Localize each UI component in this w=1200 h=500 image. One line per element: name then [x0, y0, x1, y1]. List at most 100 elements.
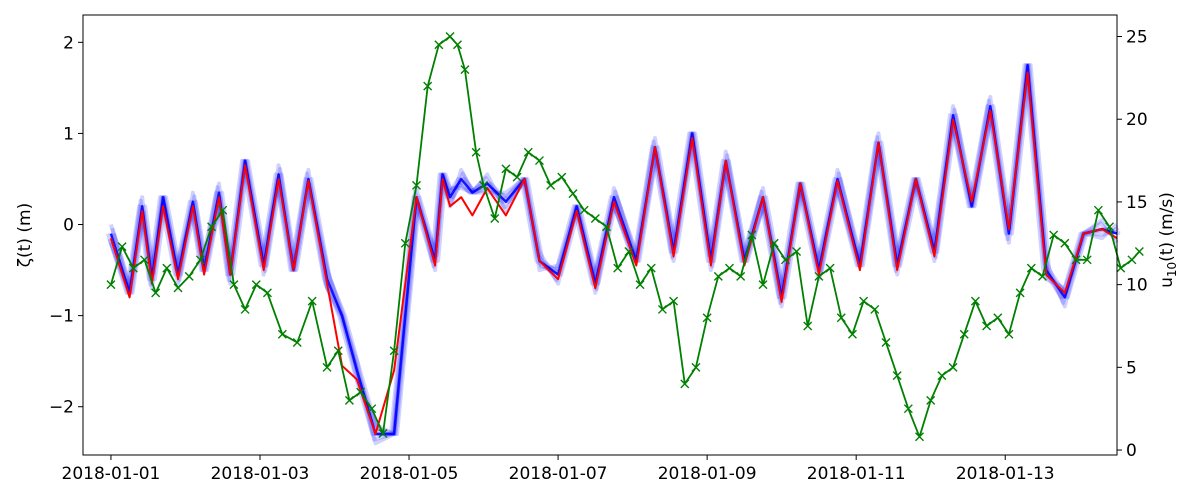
y-right-tick-label: 0: [1126, 441, 1137, 461]
wind-point: [1037, 271, 1047, 281]
y-axis-right-label-sub: 10: [1165, 262, 1179, 277]
wind-point: [747, 230, 757, 240]
wind-point: [590, 213, 600, 223]
wind-point: [1015, 288, 1025, 298]
wind-point: [1116, 263, 1126, 273]
wind-point: [479, 180, 489, 190]
wind-point: [579, 205, 589, 215]
wind-point: [758, 280, 768, 290]
x-tick-label: 2018-01-01: [62, 464, 161, 484]
wind-point: [1105, 222, 1115, 232]
wind-point: [568, 189, 578, 199]
wind-point: [229, 280, 239, 290]
wind-point: [333, 346, 343, 356]
wind-point: [367, 404, 377, 414]
wind-point: [434, 40, 444, 50]
wind-point: [881, 338, 891, 348]
wind-point: [546, 180, 556, 190]
wind-point: [128, 263, 138, 273]
wind-point: [307, 296, 317, 306]
wind-point: [184, 271, 194, 281]
y-right-tick-label: 10: [1126, 276, 1148, 296]
y-axis-left-label: ζ(t) (m): [15, 203, 35, 267]
wind-point: [1004, 329, 1014, 339]
wind-point: [151, 288, 161, 298]
wind-point: [207, 222, 217, 232]
wind-point: [870, 304, 880, 314]
wind-point: [792, 247, 802, 257]
wind-point: [602, 222, 612, 232]
x-tick-label: 2018-01-05: [360, 464, 459, 484]
wind-point: [1071, 255, 1081, 265]
wind-point: [926, 395, 936, 405]
wind-point: [836, 313, 846, 323]
wind-point: [624, 247, 634, 257]
wind-point: [534, 156, 544, 166]
wind-point: [825, 263, 835, 273]
wind-point: [117, 242, 127, 252]
wind-point: [195, 255, 205, 265]
x-tick-label: 2018-01-13: [956, 464, 1055, 484]
wind-point: [1093, 205, 1103, 215]
wind-point: [292, 338, 302, 348]
wind-point: [903, 404, 913, 414]
wind-point: [240, 304, 250, 314]
x-tick-label: 2018-01-09: [658, 464, 757, 484]
wind-point: [713, 271, 723, 281]
wind-point: [411, 180, 421, 190]
wind-point: [322, 362, 332, 372]
x-axis: 2018-01-01 2018-01-03 2018-01-05 2018-01-07…: [62, 455, 1055, 484]
wind-point: [1060, 238, 1070, 248]
wind-point: [646, 263, 656, 273]
wind-point: [445, 32, 455, 41]
wind-point: [218, 205, 228, 215]
wind-point: [378, 429, 388, 438]
y-left-tick-label: 1: [63, 124, 74, 144]
wind-point: [657, 304, 667, 314]
wind-point: [780, 255, 790, 265]
x-tick-label: 2018-01-07: [509, 464, 608, 484]
wind-point: [389, 346, 399, 356]
y-right-tick-label: 25: [1126, 28, 1148, 48]
wind-point: [262, 288, 272, 298]
wind-point: [702, 313, 712, 323]
wind-point: [680, 379, 690, 389]
wind-point: [959, 329, 969, 339]
x-tick-label: 2018-01-03: [211, 464, 310, 484]
wind-point: [471, 147, 481, 157]
y-axis-left: 2 1 0 −1 −2: [49, 33, 83, 418]
y-axis-right: 25 20 15 10 5 0: [1117, 28, 1148, 461]
wind-point: [139, 255, 149, 265]
wind-point: [356, 387, 366, 397]
y-axis-right-label-base: u: [1157, 277, 1177, 288]
wind-point: [847, 329, 857, 339]
wind-point: [173, 283, 183, 293]
y-axis-right-label-rest: (t) (m/s): [1157, 192, 1177, 262]
wind-point: [769, 238, 779, 248]
wind-point: [915, 432, 925, 442]
ensemble-line: [109, 63, 1118, 436]
wind-point: [937, 371, 947, 381]
ensemble-series-group: [105, 63, 1121, 446]
wind-point: [277, 329, 287, 339]
wind-point: [106, 280, 116, 290]
ensemble-line: [105, 63, 1115, 436]
wind-point: [344, 395, 354, 405]
wind-point: [1134, 247, 1144, 257]
ensemble-line: [111, 63, 1121, 436]
wind-point: [691, 362, 701, 372]
wind-point: [1127, 255, 1137, 265]
wind-point: [892, 371, 902, 381]
wind-point: [251, 280, 261, 290]
wind-point: [736, 271, 746, 281]
y-right-tick-label: 20: [1126, 110, 1148, 130]
wind-point: [1026, 263, 1036, 273]
wind-point: [982, 321, 992, 331]
y-left-tick-label: 0: [63, 216, 74, 236]
wind-point: [523, 147, 533, 157]
wind-point: [635, 280, 645, 290]
x-tick-label: 2018-01-11: [807, 464, 906, 484]
wind-point: [669, 296, 679, 306]
wind-point: [400, 238, 410, 248]
